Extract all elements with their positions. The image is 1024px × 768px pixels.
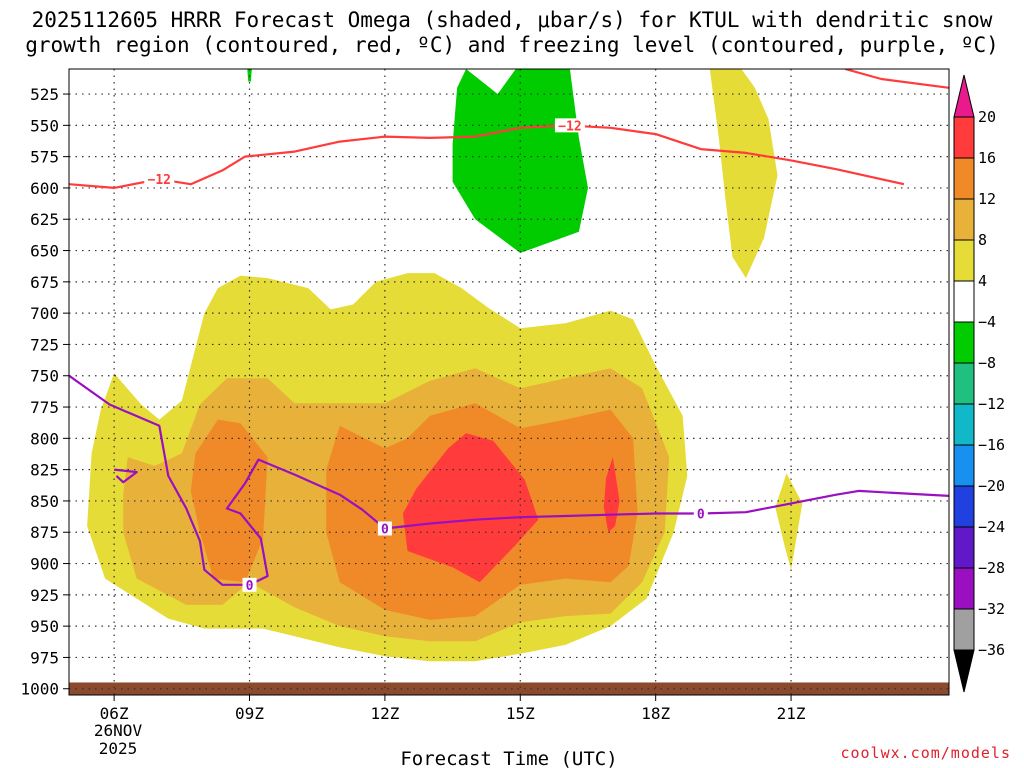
colorbar-top-arrow	[953, 74, 975, 118]
y-tick-label: 725	[30, 335, 59, 354]
colorbar-segment	[953, 485, 975, 528]
omega-region-6	[402, 433, 539, 583]
colorbar-segment	[953, 198, 975, 241]
y-tick-label: 750	[30, 367, 59, 386]
freezing-level-label-bg-1	[377, 521, 392, 536]
freezing-level-label-2: 0	[697, 507, 705, 522]
dgz-contour-label-bg-1	[554, 118, 585, 133]
x-date-line2: 2025	[99, 739, 138, 758]
x-tick-label: 21Z	[777, 704, 806, 723]
y-tick-label: 925	[30, 586, 59, 605]
colorbar-label: 4	[978, 272, 987, 290]
terrain-ground	[69, 682, 949, 695]
x-date-line1: 26NOV	[94, 721, 143, 740]
colorbar-segment	[953, 239, 975, 282]
omega-region-4	[190, 419, 268, 583]
colorbar-segment	[953, 362, 975, 405]
chart-title-line1: 2025112605 HRRR Forecast Omega (shaded, …	[32, 8, 993, 32]
x-tick-label: 09Z	[235, 704, 264, 723]
y-tick-label: 950	[30, 617, 59, 636]
colorbar-segment	[953, 526, 975, 569]
colorbar-label: −20	[978, 477, 1005, 495]
colorbar-bottom-arrow	[953, 649, 975, 693]
y-tick-label: 525	[30, 85, 59, 104]
colorbar-label: −36	[978, 641, 1005, 659]
credit-text: coolwx.com/models	[840, 744, 1011, 762]
colorbar-label: −24	[978, 518, 1005, 536]
plot-frame	[68, 68, 950, 696]
omega-region-9	[247, 69, 252, 82]
colorbar-segment	[953, 280, 975, 323]
y-tick-label: 600	[30, 179, 59, 198]
omega-region-7	[603, 457, 620, 533]
colorbar: 20 16 12 8 4 −4 −8 −12 −16 −20 −24 −28 −32 −36	[953, 74, 1005, 693]
freezing-level-label-0: 0	[246, 579, 254, 594]
x-axis-title: Forecast Time (UTC)	[400, 748, 617, 768]
colorbar-segment	[953, 567, 975, 610]
colorbar-label: 12	[978, 190, 996, 208]
y-tick-label: 650	[30, 242, 59, 261]
x-tick-label: 18Z	[641, 704, 670, 723]
y-tick-label: 875	[30, 523, 59, 542]
colorbar-segment	[953, 321, 975, 364]
y-tick-label: 675	[30, 273, 59, 292]
y-tick-label: 1000	[20, 680, 59, 699]
colorbar-label: −8	[978, 354, 996, 372]
y-tick-label: 975	[30, 648, 59, 667]
y-tick-label: 575	[30, 148, 59, 167]
dgz-contour-label-0: −12	[148, 173, 171, 188]
x-tick-label: 12Z	[370, 704, 399, 723]
colorbar-label: −28	[978, 559, 1005, 577]
colorbar-segment	[953, 157, 975, 200]
freezing-level-line-0	[69, 374, 949, 586]
y-tick-label: 700	[30, 304, 59, 323]
colorbar-label: 8	[978, 231, 987, 249]
x-tick-label: 15Z	[506, 704, 535, 723]
freezing-level-label-bg-2	[693, 506, 708, 521]
freezing-level-label-1: 0	[381, 522, 389, 537]
freezing-level-line-1	[113, 468, 138, 484]
colorbar-segment	[953, 403, 975, 446]
colorbar-label: 16	[978, 149, 996, 167]
x-tick-label: 06Z	[100, 704, 129, 723]
chart-title-line2: growth region (contoured, red, ºC) and f…	[25, 33, 999, 57]
dgz-contour-label-bg-0	[144, 172, 175, 187]
y-tick-label: 825	[30, 461, 59, 480]
y-tick-label: 625	[30, 210, 59, 229]
colorbar-label: −12	[978, 395, 1005, 413]
colorbar-segment	[953, 608, 975, 651]
dgz-contour-line-0	[69, 124, 905, 189]
y-tick-label: 550	[30, 116, 59, 135]
y-tick-label: 800	[30, 429, 59, 448]
omega-region-2	[775, 473, 803, 570]
colorbar-segment	[953, 444, 975, 487]
omega-region-1	[709, 69, 778, 279]
colorbar-segment	[953, 116, 975, 159]
dgz-contour-line-1	[844, 69, 949, 89]
colorbar-label: −16	[978, 436, 1005, 454]
freezing-level-label-bg-0	[242, 577, 257, 592]
dgz-contour-label-1: −12	[558, 119, 581, 134]
colorbar-label: −4	[978, 313, 996, 331]
y-tick-label: 900	[30, 555, 59, 574]
colorbar-label: −32	[978, 600, 1005, 618]
y-tick-label: 850	[30, 492, 59, 511]
y-tick-label: 775	[30, 398, 59, 417]
colorbar-label: 20	[978, 108, 996, 126]
